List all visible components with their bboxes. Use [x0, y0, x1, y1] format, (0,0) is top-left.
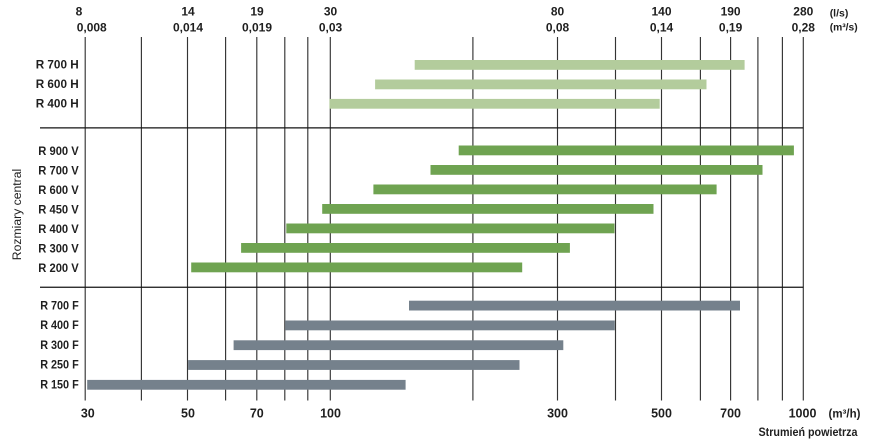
svg-text:500: 500	[651, 406, 672, 420]
svg-text:R 300 V: R 300 V	[38, 241, 79, 255]
svg-text:0,03: 0,03	[319, 20, 343, 34]
svg-text:0,08: 0,08	[546, 20, 570, 34]
svg-text:80: 80	[551, 5, 565, 19]
svg-text:Strumień powietrza: Strumień powietrza	[759, 425, 858, 439]
svg-text:Rozmiary central: Rozmiary central	[10, 169, 24, 260]
svg-text:140: 140	[651, 5, 671, 19]
svg-text:R 400 F: R 400 F	[40, 318, 79, 332]
svg-text:30: 30	[324, 5, 338, 19]
svg-text:70: 70	[250, 406, 264, 420]
svg-text:1000: 1000	[789, 406, 817, 420]
svg-text:R 250 F: R 250 F	[40, 358, 79, 372]
svg-text:R 400 V: R 400 V	[38, 222, 79, 236]
svg-text:0,14: 0,14	[650, 20, 674, 34]
svg-text:50: 50	[181, 406, 195, 420]
svg-text:(m³/h): (m³/h)	[829, 408, 861, 420]
svg-text:700: 700	[720, 406, 741, 420]
svg-text:300: 300	[547, 406, 568, 420]
svg-text:R 600 H: R 600 H	[36, 77, 79, 91]
svg-text:R 450 V: R 450 V	[38, 202, 79, 216]
svg-text:(l/s): (l/s)	[830, 7, 849, 19]
svg-text:190: 190	[721, 5, 741, 19]
svg-text:R 900 V: R 900 V	[38, 144, 79, 158]
svg-text:8: 8	[76, 5, 83, 19]
svg-text:0,014: 0,014	[173, 20, 203, 34]
svg-text:100: 100	[320, 406, 341, 420]
svg-text:30: 30	[81, 406, 95, 420]
svg-text:R 300 F: R 300 F	[40, 338, 79, 352]
svg-text:R 700 H: R 700 H	[36, 58, 79, 72]
svg-text:R 150 F: R 150 F	[40, 378, 79, 392]
svg-text:R 700 V: R 700 V	[38, 163, 79, 177]
svg-text:R 700 F: R 700 F	[40, 298, 79, 312]
svg-text:R 200 V: R 200 V	[38, 261, 79, 275]
svg-text:0,008: 0,008	[77, 20, 107, 34]
svg-text:0,019: 0,019	[242, 20, 272, 34]
svg-text:14: 14	[181, 5, 195, 19]
svg-text:R 400 H: R 400 H	[36, 97, 79, 111]
svg-text:280: 280	[793, 5, 813, 19]
svg-text:0,19: 0,19	[719, 20, 743, 34]
svg-text:0,28: 0,28	[792, 20, 816, 34]
svg-text:(m³/s): (m³/s)	[830, 22, 858, 34]
svg-text:R 600 V: R 600 V	[38, 183, 79, 197]
svg-text:19: 19	[250, 5, 264, 19]
